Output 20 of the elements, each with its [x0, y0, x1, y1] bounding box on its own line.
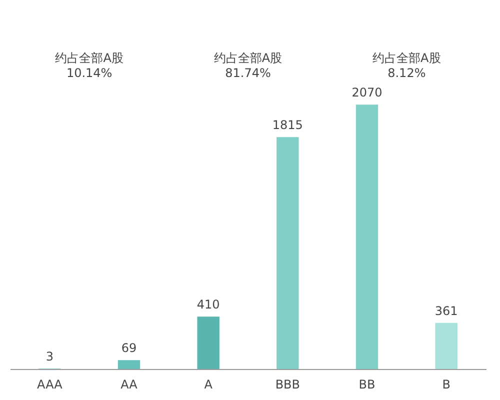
- x-tick-label: A: [204, 378, 214, 392]
- x-tick-label: AAA: [37, 378, 64, 392]
- bar: [276, 137, 299, 369]
- x-tick-label: BB: [358, 378, 376, 392]
- data-label: 3: [46, 350, 54, 364]
- bar: [197, 316, 220, 369]
- data-label: 410: [196, 298, 220, 312]
- data-label: 69: [121, 341, 137, 356]
- text: 约占全部A股 81.74%: [214, 51, 282, 80]
- x-tick-label: BBB: [275, 378, 300, 392]
- data-label: 361: [434, 304, 458, 318]
- data-label: 2070: [352, 86, 382, 100]
- text: 约占全部A股 10.14%: [55, 51, 124, 80]
- data-label: 1815: [272, 118, 303, 132]
- bar: [356, 104, 378, 369]
- x-tick-label: B: [442, 378, 450, 392]
- text: 约占全部A股 8.12%: [372, 51, 441, 80]
- bar: [435, 322, 458, 369]
- bar: [118, 360, 140, 369]
- x-tick-label: AA: [120, 378, 138, 392]
